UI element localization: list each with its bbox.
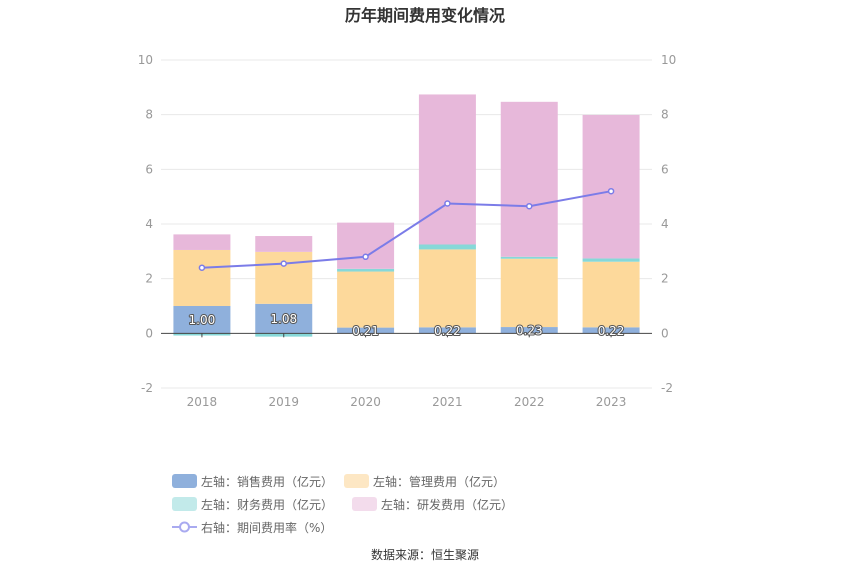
legend-swatch-sales — [172, 474, 197, 488]
bar-segment-2 — [173, 249, 231, 306]
y-right-tick-label: 2 — [661, 272, 669, 286]
x-tick-label: 2023 — [596, 395, 627, 409]
bar-segment-2 — [418, 249, 476, 328]
axes: -2 0 2 4 6 8 10 -2 0 2 4 6 8 10 2018 2019 2020 2021 2022 20… — [138, 53, 677, 409]
legend-item-admin[interactable]: 左轴：管理费用（亿元） — [344, 472, 516, 490]
legend-item-sales[interactable]: 左轴：销售费用（亿元） — [172, 472, 344, 490]
bar-data-label: 0.22 — [598, 324, 625, 338]
legend-item-rate[interactable]: 右轴：期间费用率（%） — [172, 518, 344, 536]
y-right-tick-label: 8 — [661, 108, 669, 122]
bar-segment-1 — [418, 327, 476, 334]
bar-data-label: 1.08 — [270, 312, 297, 326]
bar-segment-4 — [582, 114, 640, 259]
bar-segment-4 — [173, 234, 231, 250]
bar-segment-3 — [582, 258, 640, 262]
bar-data-label: 0.23 — [516, 324, 543, 338]
line-layer — [198, 187, 615, 271]
y-left-tick-label: 2 — [145, 272, 153, 286]
bar-segment-4 — [337, 222, 395, 269]
y-right-tick-label: 6 — [661, 162, 669, 176]
bar-segment-4 — [500, 101, 558, 257]
bar-layer — [173, 94, 640, 337]
bar-segment-1 — [500, 327, 558, 334]
y-left-tick-label: 6 — [145, 162, 153, 176]
bar-segment-1 — [173, 306, 231, 334]
grid-lines — [161, 59, 652, 389]
bar-segment-4 — [255, 236, 313, 252]
x-tick-label: 2022 — [514, 395, 545, 409]
bar-segment-1 — [255, 303, 313, 334]
data-labels: 1.00 1.08 0.21 0.22 0.23 0.22 — [188, 311, 626, 339]
legend-item-rnd[interactable]: 左轴：研发费用（亿元） — [352, 495, 524, 513]
legend-label-rate: 右轴：期间费用率（%） — [201, 520, 333, 535]
y-left-tick-label: 10 — [138, 53, 153, 67]
bar-data-label: 0.22 — [434, 324, 461, 338]
bar-segment-1 — [582, 327, 640, 334]
bar-data-label: 1.00 — [189, 313, 216, 327]
rate-point — [198, 264, 206, 271]
legend-swatch-admin — [344, 474, 369, 488]
legend-swatch-finance — [172, 497, 197, 511]
bar-segment-3 — [337, 268, 395, 272]
y-left-tick-label: 8 — [145, 108, 153, 122]
bar-segment-2 — [337, 271, 395, 328]
legend-item-finance[interactable]: 左轴：财务费用（亿元） — [172, 495, 352, 513]
bar-segment-2 — [582, 261, 640, 328]
x-tick-label: 2020 — [350, 395, 381, 409]
y-left-tick-label: -2 — [141, 381, 153, 395]
rate-line — [201, 190, 612, 269]
rate-point — [607, 187, 615, 195]
bar-segment-4 — [418, 94, 476, 245]
bar-data-label: 0.21 — [352, 324, 379, 338]
rate-point — [526, 202, 533, 210]
bar-segment-2 — [255, 251, 313, 304]
legend-label-finance: 左轴：财务费用（亿元） — [201, 497, 334, 512]
y-left-tick-label: 0 — [145, 326, 153, 340]
x-tick-label: 2021 — [432, 395, 463, 409]
legend: 左轴：销售费用（亿元） 左轴：管理费用（亿元） 左轴：财务费用（亿元） 左轴：研… — [172, 472, 692, 536]
y-left-tick-label: 4 — [145, 217, 153, 231]
legend-label-rnd: 左轴：研发费用（亿元） — [381, 497, 514, 512]
y-right-tick-label: 4 — [661, 217, 669, 231]
bar-segment-1 — [337, 327, 395, 334]
rate-point — [444, 200, 451, 207]
x-tick-label: 2018 — [187, 395, 218, 409]
bar-segment-2 — [500, 258, 558, 328]
x-tick-label: 2019 — [268, 395, 299, 409]
rate-point — [280, 260, 287, 267]
bar-segment-3 — [418, 244, 476, 250]
legend-label-admin: 左轴：管理费用（亿元） — [373, 474, 506, 489]
y-right-tick-label: 0 — [661, 326, 669, 340]
legend-line-icon — [172, 521, 197, 533]
rate-point — [362, 253, 369, 261]
y-right-tick-label: -2 — [661, 381, 673, 395]
legend-swatch-rnd — [352, 497, 377, 511]
source-note: 数据来源：恒生聚源 — [370, 548, 479, 562]
y-right-tick-label: 10 — [661, 53, 676, 67]
bar-segment-3 — [500, 256, 558, 259]
chart-title: 历年期间费用变化情况 — [344, 6, 505, 25]
legend-label-sales: 左轴：销售费用（亿元） — [201, 474, 334, 489]
